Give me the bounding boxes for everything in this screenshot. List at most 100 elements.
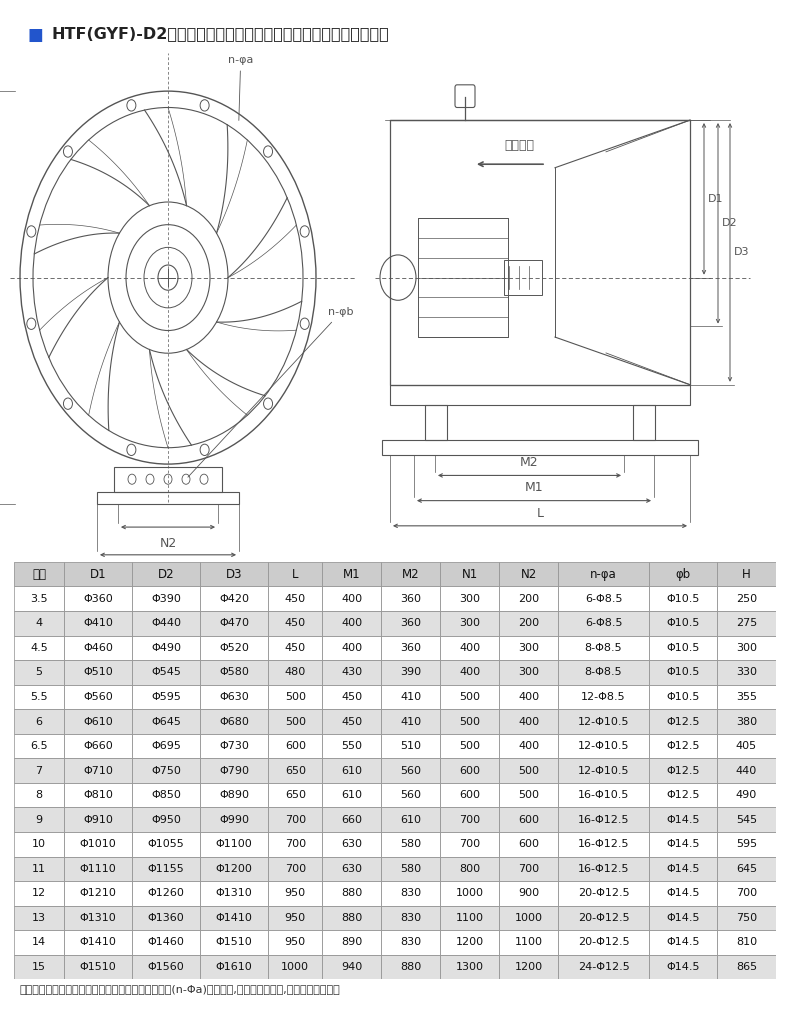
Bar — [717, 856, 776, 882]
Text: 490: 490 — [735, 790, 757, 800]
Text: 950: 950 — [284, 889, 306, 898]
Bar — [268, 611, 322, 635]
Bar — [499, 856, 559, 882]
Bar — [64, 856, 132, 882]
Bar — [132, 856, 200, 882]
Bar — [14, 586, 64, 611]
Circle shape — [164, 474, 172, 485]
Bar — [64, 906, 132, 930]
Bar — [440, 611, 499, 635]
Text: 450: 450 — [341, 717, 363, 727]
Bar — [322, 882, 382, 906]
Text: 200: 200 — [518, 593, 540, 604]
Bar — [717, 906, 776, 930]
Text: 600: 600 — [518, 839, 540, 849]
Bar — [200, 611, 268, 635]
Text: 7: 7 — [36, 766, 43, 776]
Text: Φ10.5: Φ10.5 — [666, 643, 699, 653]
Text: 610: 610 — [401, 814, 421, 825]
Text: 600: 600 — [284, 741, 306, 751]
Bar — [559, 856, 649, 882]
Bar — [14, 562, 64, 586]
Text: D1: D1 — [90, 568, 107, 580]
Text: Φ10.5: Φ10.5 — [666, 692, 699, 702]
Bar — [132, 807, 200, 832]
Text: 450: 450 — [284, 643, 306, 653]
Bar — [132, 710, 200, 734]
Bar — [440, 685, 499, 710]
Bar — [499, 685, 559, 710]
Bar — [382, 758, 440, 783]
Bar — [14, 758, 64, 783]
Bar — [382, 660, 440, 685]
Text: 6: 6 — [36, 717, 43, 727]
Text: 390: 390 — [401, 668, 421, 677]
Bar — [200, 710, 268, 734]
Text: 630: 630 — [341, 864, 363, 873]
Text: Φ580: Φ580 — [219, 668, 249, 677]
Bar — [649, 758, 717, 783]
Text: 20-Φ12.5: 20-Φ12.5 — [577, 913, 630, 923]
Bar — [200, 930, 268, 955]
Bar — [499, 832, 559, 856]
Bar — [649, 710, 717, 734]
Bar — [14, 882, 64, 906]
Bar — [64, 734, 132, 758]
Bar — [268, 611, 322, 635]
Bar — [382, 783, 440, 807]
Text: 气流方向: 气流方向 — [504, 139, 534, 152]
Bar — [382, 807, 440, 832]
Text: 865: 865 — [735, 962, 757, 972]
Text: N2: N2 — [521, 568, 537, 580]
Bar — [200, 906, 268, 930]
Bar — [440, 955, 499, 979]
Text: Φ10.5: Φ10.5 — [666, 618, 699, 628]
Text: 5: 5 — [36, 668, 43, 677]
Text: 830: 830 — [401, 913, 421, 923]
Bar — [559, 906, 649, 930]
Text: Φ1410: Φ1410 — [80, 938, 116, 948]
Bar — [322, 635, 382, 660]
Bar — [14, 906, 64, 930]
Bar — [200, 807, 268, 832]
Text: 16-Φ10.5: 16-Φ10.5 — [577, 790, 629, 800]
Bar — [322, 586, 382, 611]
Text: 12-Φ10.5: 12-Φ10.5 — [577, 717, 630, 727]
Bar — [64, 611, 132, 635]
Circle shape — [200, 100, 209, 111]
Bar — [717, 807, 776, 832]
Bar — [382, 710, 440, 734]
Bar — [200, 882, 268, 906]
Bar — [97, 492, 239, 504]
Bar — [717, 710, 776, 734]
Text: 355: 355 — [735, 692, 757, 702]
Bar — [200, 758, 268, 783]
Bar — [132, 783, 200, 807]
Bar — [559, 955, 649, 979]
Bar — [200, 832, 268, 856]
Text: 630: 630 — [341, 839, 363, 849]
Bar — [200, 955, 268, 979]
Text: Φ1310: Φ1310 — [216, 889, 253, 898]
Bar — [382, 807, 440, 832]
Bar — [382, 906, 440, 930]
Bar — [132, 906, 200, 930]
Text: M2: M2 — [520, 456, 539, 469]
Text: 500: 500 — [459, 741, 480, 751]
Text: 580: 580 — [401, 839, 421, 849]
Text: Φ680: Φ680 — [219, 717, 249, 727]
Bar — [382, 562, 440, 586]
Bar — [649, 685, 717, 710]
Text: 11: 11 — [32, 864, 46, 873]
Text: Φ14.5: Φ14.5 — [666, 889, 700, 898]
Text: 580: 580 — [401, 864, 421, 873]
Bar — [559, 611, 649, 635]
Bar — [649, 882, 717, 906]
Text: Φ490: Φ490 — [151, 643, 181, 653]
Circle shape — [127, 444, 136, 455]
Bar — [200, 562, 268, 586]
Bar — [14, 832, 64, 856]
Bar — [440, 807, 499, 832]
Bar — [499, 635, 559, 660]
Bar — [14, 955, 64, 979]
